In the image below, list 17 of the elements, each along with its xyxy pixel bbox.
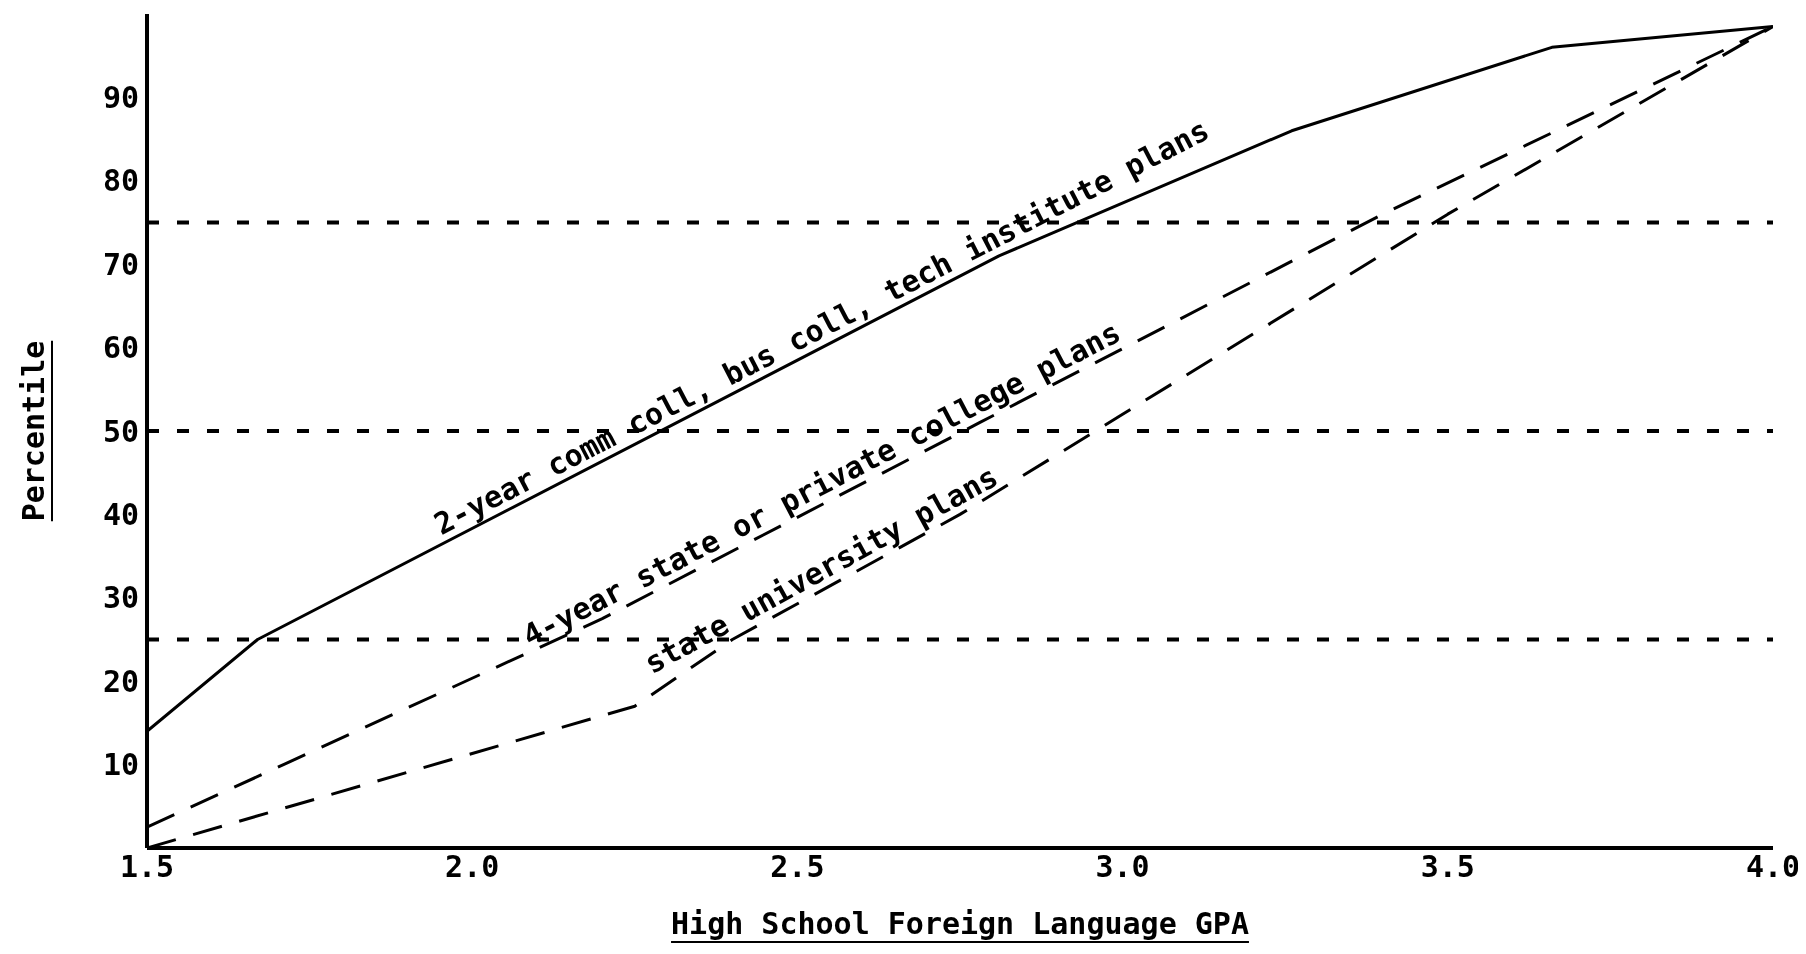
y-axis-title: Percentile [16, 340, 51, 522]
y-tick-label: 50 [102, 413, 139, 449]
x-tick-label: 3.5 [1420, 849, 1475, 885]
x-tick-label: 2.0 [445, 849, 500, 885]
y-tick-label: 90 [102, 80, 139, 116]
x-tick-label: 3.0 [1095, 849, 1150, 885]
x-tick-label: 1.5 [119, 849, 175, 885]
y-tick-label: 40 [102, 497, 139, 533]
y-tick-label: 80 [102, 163, 139, 199]
y-tick-label: 20 [102, 663, 139, 699]
x-tick-label: 2.5 [770, 849, 825, 885]
y-tick-label: 30 [102, 580, 139, 616]
x-axis-title: High School Foreign Language GPA [671, 906, 1249, 941]
y-tick-label: 70 [102, 246, 139, 282]
y-tick-label: 10 [102, 747, 139, 783]
y-tick-label: 60 [102, 330, 139, 366]
x-tick-label: 4.0 [1745, 849, 1801, 885]
